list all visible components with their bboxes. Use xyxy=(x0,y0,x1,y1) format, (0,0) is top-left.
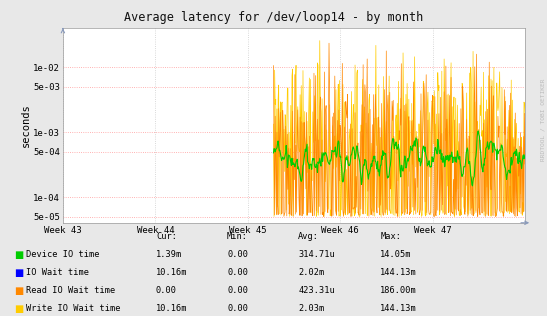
Text: 144.13m: 144.13m xyxy=(380,268,417,277)
Text: ■: ■ xyxy=(14,250,23,260)
Text: 0.00: 0.00 xyxy=(227,268,248,277)
Text: 2.03m: 2.03m xyxy=(298,304,324,313)
Text: 1.39m: 1.39m xyxy=(156,250,182,259)
Text: Min:: Min: xyxy=(227,232,248,241)
Y-axis label: seconds: seconds xyxy=(20,104,31,148)
Text: 314.71u: 314.71u xyxy=(298,250,335,259)
Text: ■: ■ xyxy=(14,304,23,314)
Text: 14.05m: 14.05m xyxy=(380,250,412,259)
Text: Cur:: Cur: xyxy=(156,232,177,241)
Text: 10.16m: 10.16m xyxy=(156,268,188,277)
Text: 0.00: 0.00 xyxy=(227,286,248,295)
Text: 2.02m: 2.02m xyxy=(298,268,324,277)
Text: 0.00: 0.00 xyxy=(227,304,248,313)
Text: Average latency for /dev/loop14 - by month: Average latency for /dev/loop14 - by mon… xyxy=(124,11,423,24)
Text: 0.00: 0.00 xyxy=(156,286,177,295)
Text: Device IO time: Device IO time xyxy=(26,250,99,259)
Text: 144.13m: 144.13m xyxy=(380,304,417,313)
Text: ■: ■ xyxy=(14,286,23,296)
Text: 10.16m: 10.16m xyxy=(156,304,188,313)
Text: Avg:: Avg: xyxy=(298,232,319,241)
Text: Write IO Wait time: Write IO Wait time xyxy=(26,304,120,313)
Text: 0.00: 0.00 xyxy=(227,250,248,259)
Text: RRDTOOL / TOBI OETIKER: RRDTOOL / TOBI OETIKER xyxy=(541,79,546,161)
Text: ■: ■ xyxy=(14,268,23,278)
Text: IO Wait time: IO Wait time xyxy=(26,268,89,277)
Text: 423.31u: 423.31u xyxy=(298,286,335,295)
Text: Max:: Max: xyxy=(380,232,401,241)
Text: 186.00m: 186.00m xyxy=(380,286,417,295)
Text: Read IO Wait time: Read IO Wait time xyxy=(26,286,115,295)
